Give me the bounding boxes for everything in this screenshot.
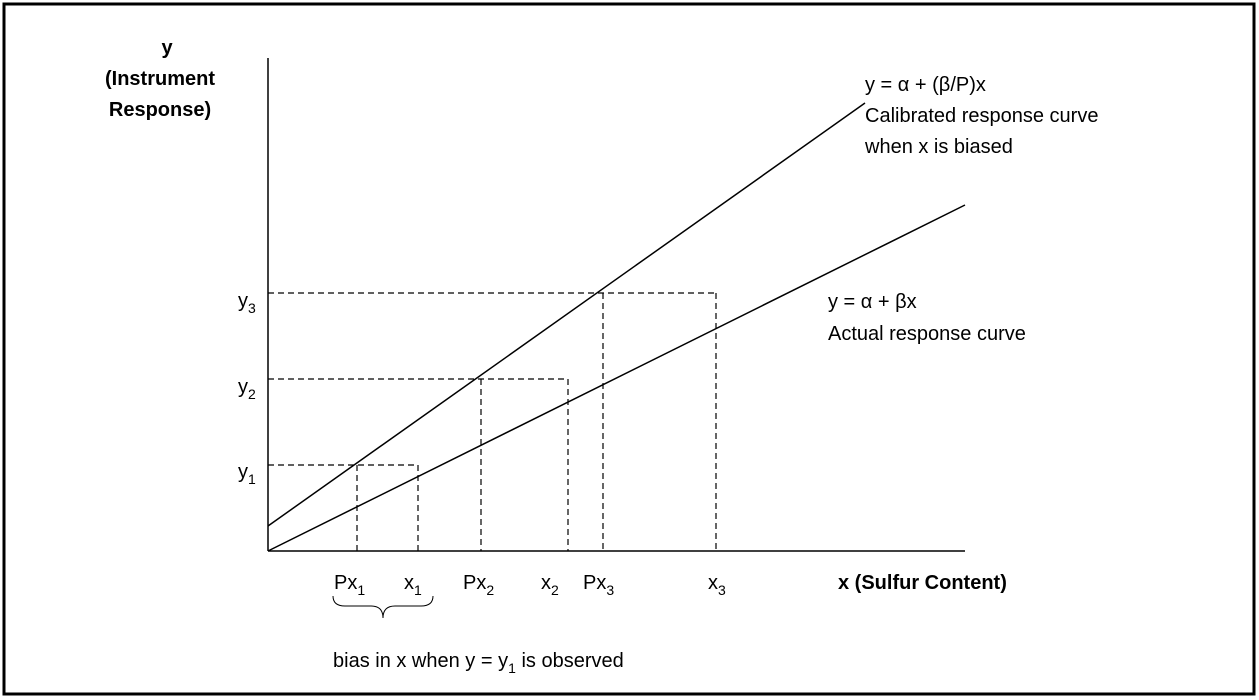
x-label: x3: [708, 572, 726, 598]
label-sub: 3: [718, 582, 726, 598]
x-label: Px1: [334, 572, 365, 598]
note-sub: 1: [508, 660, 516, 676]
label-base: x: [541, 572, 551, 594]
calibrated-equation: y = α + (β/P)x: [865, 74, 986, 96]
label-sub: 2: [551, 582, 559, 598]
note-text: is observed: [516, 650, 624, 672]
label-sub: 3: [606, 582, 614, 598]
y-axis-label: (Instrument: [105, 68, 215, 90]
y-label: y3: [238, 290, 256, 316]
calibrated-note: when x is biased: [864, 136, 1013, 158]
y-axis-label: y: [161, 37, 173, 59]
label-base: Px: [334, 572, 357, 594]
bias-brace: [332, 595, 434, 619]
label-sub: 3: [248, 300, 256, 316]
bias-note: bias in x when y = y1 is observed: [333, 650, 624, 676]
y-label: y2: [238, 376, 256, 402]
label-base: y: [238, 376, 248, 398]
label-sub: 2: [248, 386, 256, 402]
label-base: Px: [463, 572, 486, 594]
label-sub: 1: [248, 471, 256, 487]
label-sub: 2: [486, 582, 494, 598]
calibrated-curve: [267, 102, 866, 527]
y-axis-label: Response): [109, 99, 211, 121]
y-label: y1: [238, 461, 256, 487]
x-label: x2: [541, 572, 559, 598]
actual-curve: [267, 204, 966, 552]
label-base: y: [238, 461, 248, 483]
label-base: y: [238, 290, 248, 312]
guides: [268, 292, 717, 551]
x-label: x1: [404, 572, 422, 598]
label-base: Px: [583, 572, 606, 594]
label-base: x: [404, 572, 414, 594]
x-label: Px3: [583, 572, 614, 598]
note-text: bias in x when y = y: [333, 650, 508, 672]
label-sub: 1: [414, 582, 422, 598]
x-axis-label: x (Sulfur Content): [838, 572, 1007, 594]
calibrated-note: Calibrated response curve: [865, 105, 1098, 127]
actual-equation: y = α + βx: [828, 291, 917, 313]
label-sub: 1: [357, 582, 365, 598]
label-base: x: [708, 572, 718, 594]
actual-note: Actual response curve: [828, 323, 1026, 345]
x-label: Px2: [463, 572, 494, 598]
